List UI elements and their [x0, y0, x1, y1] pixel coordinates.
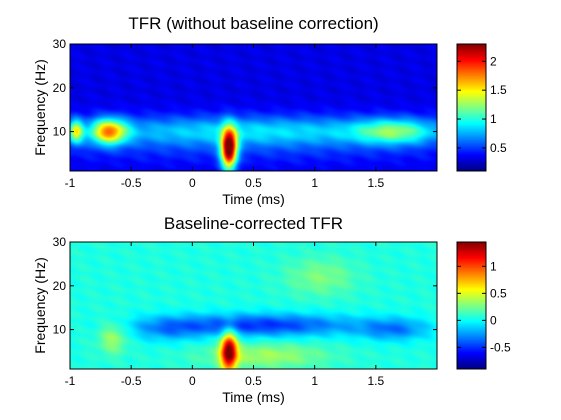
x-tick-label: 0	[189, 374, 196, 388]
heatmap-image	[70, 44, 437, 171]
colorbar-tick-label: -0.5	[490, 340, 511, 354]
x-axis-label: Time (ms)	[222, 191, 284, 207]
colorbar-tick-label: 0.5	[490, 286, 507, 300]
y-axis-label: Frequency (Hz)	[32, 257, 48, 353]
x-tick-label: -0.5	[121, 374, 142, 388]
colorbar-frame	[456, 43, 487, 172]
y-axis-label: Frequency (Hz)	[32, 59, 48, 155]
y-tick-label: 30	[53, 37, 67, 51]
y-tick-label: 20	[53, 279, 67, 293]
x-tick-label: -1	[65, 374, 76, 388]
chart-title: Baseline-corrected TFR	[164, 214, 343, 233]
colorbar	[457, 242, 486, 369]
y-tick-label: 10	[53, 125, 67, 139]
chart-title: TFR (without baseline correction)	[128, 14, 378, 33]
x-tick-label: 0.5	[245, 374, 262, 388]
x-tick-label: 0	[189, 176, 196, 190]
x-tick-label: 0.5	[245, 176, 262, 190]
y-tick-label: 20	[53, 81, 67, 95]
colorbar-tick-label: 0.5	[490, 141, 507, 155]
x-tick-label: 1.5	[367, 374, 384, 388]
x-tick-label: 1.5	[367, 176, 384, 190]
colorbar-tick-label: 1	[490, 259, 497, 273]
y-tick-label: 10	[53, 323, 67, 337]
x-tick-label: 1	[311, 176, 318, 190]
y-tick-label: 30	[53, 235, 67, 249]
x-tick-label: -0.5	[121, 176, 142, 190]
x-tick-label: -1	[65, 176, 76, 190]
x-axis-label: Time (ms)	[222, 389, 284, 405]
colorbar-tick-label: 0	[490, 313, 497, 327]
colorbar-tick-label: 1.5	[490, 83, 507, 97]
colorbar	[457, 44, 486, 171]
colorbar-tick-label: 1	[490, 112, 497, 126]
colorbar-tick-label: 2	[490, 54, 497, 68]
x-tick-label: 1	[311, 374, 318, 388]
colorbar-frame	[456, 241, 487, 370]
tfr-panel-1: -1 -0.5 0 0.5 1 1.5 10 20 30 Time (ms) Frequency (…	[32, 14, 507, 207]
heatmap-image	[70, 242, 437, 369]
